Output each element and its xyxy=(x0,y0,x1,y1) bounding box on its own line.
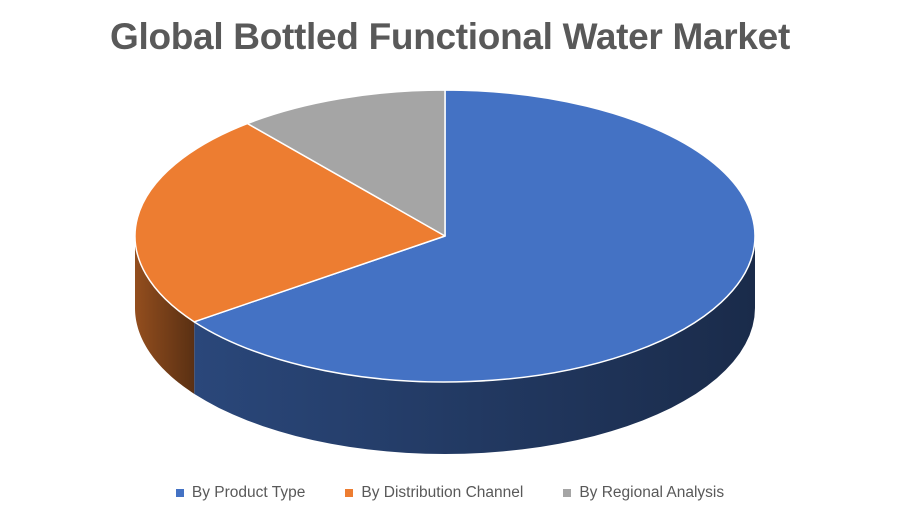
legend-label: By Distribution Channel xyxy=(361,484,524,501)
slice-by-product-type xyxy=(193,89,756,383)
legend-label: By Product Type xyxy=(191,484,306,501)
legend-swatch xyxy=(175,489,184,497)
legend-item-regional-analysis: By Regional Analysis xyxy=(563,484,724,502)
chart-title: Global Bottled Functional Water Market xyxy=(109,16,790,57)
legend-swatch xyxy=(563,489,572,497)
legend-item-distribution-channel: By Distribution Channel xyxy=(345,484,523,502)
slice-side-0 xyxy=(194,236,755,454)
legend-swatch xyxy=(345,489,354,497)
legend-label: By Regional Analysis xyxy=(579,484,725,501)
slice-by-distribution-channel xyxy=(134,122,446,323)
slice-side-1 xyxy=(135,236,195,394)
legend-item-product-type: By Product Type xyxy=(175,484,306,502)
slice-by-regional-analysis xyxy=(246,89,446,237)
legend: By Product Type By Distribution Channel … xyxy=(0,484,900,502)
